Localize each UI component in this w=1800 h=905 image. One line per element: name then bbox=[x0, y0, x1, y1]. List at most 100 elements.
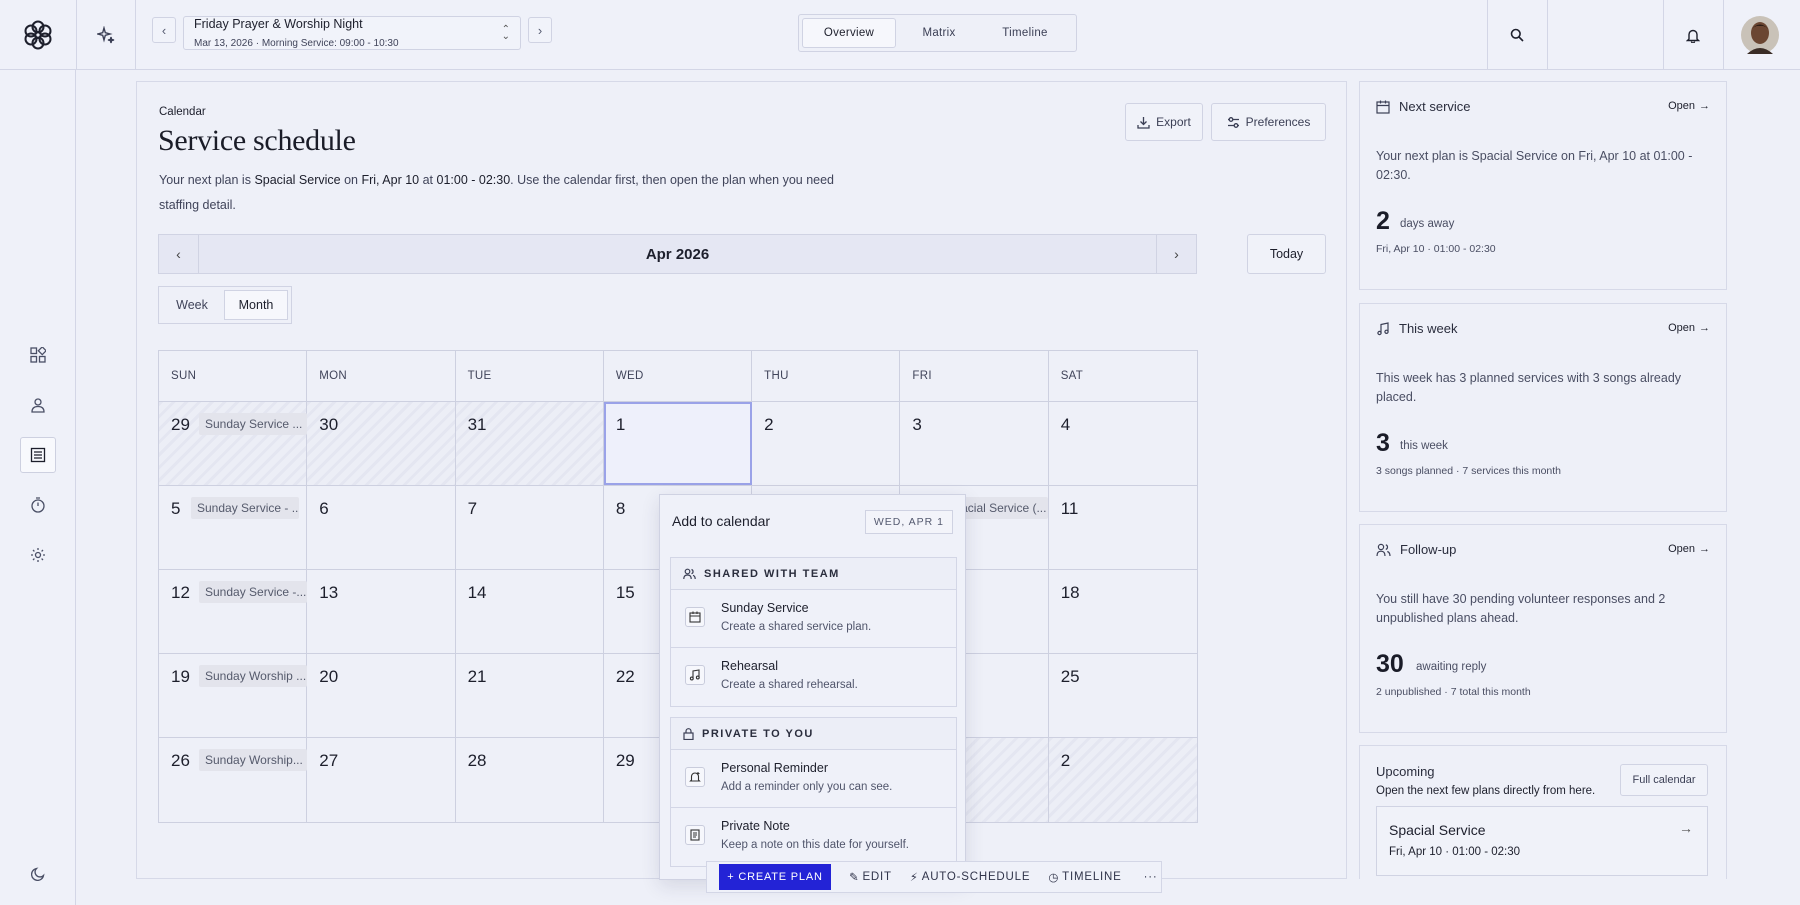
rail-calendar[interactable] bbox=[20, 437, 56, 473]
user-avatar[interactable] bbox=[1740, 0, 1780, 70]
open-label: Open bbox=[1668, 100, 1695, 112]
upcoming-title: Upcoming bbox=[1376, 764, 1435, 779]
more-actions-button[interactable]: ··· bbox=[1143, 871, 1158, 883]
calendar-day-cell[interactable]: 20 bbox=[307, 654, 456, 737]
open-label: Open bbox=[1668, 543, 1695, 555]
option-rehearsal[interactable]: Rehearsal Create a shared rehearsal. bbox=[671, 648, 956, 706]
calendar-day-cell[interactable]: 25 bbox=[1049, 654, 1197, 737]
month-view-button[interactable]: Month bbox=[224, 290, 288, 320]
week-view-button[interactable]: Week bbox=[176, 298, 208, 312]
tab-matrix[interactable]: Matrix bbox=[922, 27, 956, 39]
chevron-left-icon: ‹ bbox=[176, 246, 181, 262]
page-title: Service schedule bbox=[158, 124, 356, 157]
calendar-day-cell[interactable]: 2 bbox=[1048, 738, 1197, 822]
music-note-icon bbox=[685, 665, 705, 685]
tab-timeline[interactable]: Timeline bbox=[1002, 27, 1048, 39]
calendar-day-cell[interactable]: 27 bbox=[307, 738, 456, 822]
create-plan-button[interactable]: + CREATE PLAN bbox=[719, 864, 831, 890]
intro-text: Your next plan is Spacial Service on Fri… bbox=[159, 168, 859, 218]
calendar-day-cell[interactable]: 1 bbox=[603, 402, 753, 485]
calendar-day-cell[interactable]: 4 bbox=[1049, 402, 1197, 485]
calendar-day-cell[interactable]: 2 bbox=[752, 402, 901, 485]
card-header: Follow-up bbox=[1376, 542, 1456, 557]
tab-overview[interactable]: Overview bbox=[802, 18, 896, 48]
calendar-day-cell[interactable]: 3 bbox=[900, 402, 1049, 485]
plan-selector[interactable]: Friday Prayer & Worship Night Mar 13, 20… bbox=[183, 16, 521, 50]
next-plan-button[interactable]: › bbox=[528, 17, 552, 43]
search-button[interactable] bbox=[1487, 0, 1547, 70]
full-calendar-button[interactable]: Full calendar bbox=[1620, 764, 1708, 796]
export-label: Export bbox=[1156, 115, 1191, 129]
intro-at: at bbox=[419, 173, 437, 187]
awaiting-label: awaiting reply bbox=[1416, 661, 1487, 673]
calendar-day-cell[interactable]: 21 bbox=[456, 654, 604, 737]
calendar-event-chip[interactable]: Spacial Service (... bbox=[940, 497, 1049, 519]
calendar-event-chip[interactable]: Sunday Service ... bbox=[199, 413, 307, 435]
option-title: Personal Reminder bbox=[721, 761, 828, 775]
export-button[interactable]: Export bbox=[1125, 103, 1203, 141]
day-number: 5 bbox=[171, 499, 181, 518]
calendar-day-cell[interactable]: 13 bbox=[307, 570, 456, 653]
breadcrumb: Calendar bbox=[159, 106, 206, 118]
rail-dashboard[interactable] bbox=[20, 337, 56, 373]
card-header: This week bbox=[1376, 321, 1458, 336]
calendar-day-cell[interactable]: 18 bbox=[1049, 570, 1197, 653]
option-personal-reminder[interactable]: Personal Reminder Add a reminder only yo… bbox=[671, 750, 956, 808]
rail-theme-toggle[interactable] bbox=[20, 855, 56, 891]
calendar-event-chip[interactable]: Sunday Service - ... bbox=[191, 497, 299, 519]
calendar-day-cell[interactable]: 19 Sunday Worship ... bbox=[159, 654, 308, 737]
calendar-day-cell[interactable]: 26 Sunday Worship... bbox=[159, 738, 308, 822]
calendar-day-cell[interactable]: 5 Sunday Service - ... bbox=[159, 486, 308, 569]
calendar-day-cell[interactable]: 7 bbox=[456, 486, 604, 569]
timeline-label: TIMELINE bbox=[1062, 871, 1122, 883]
auto-schedule-button[interactable]: ⚡ AUTO-SCHEDULE bbox=[910, 870, 1030, 884]
week-month-toggle: Week Month bbox=[158, 286, 292, 324]
edit-button[interactable]: ✎ EDIT bbox=[849, 870, 892, 884]
private-header-label: PRIVATE TO YOU bbox=[702, 727, 814, 740]
open-link[interactable]: Open → bbox=[1668, 322, 1710, 334]
weekday-label: THU bbox=[752, 351, 901, 401]
preferences-label: Preferences bbox=[1245, 115, 1311, 129]
option-sunday-service[interactable]: Sunday Service Create a shared service p… bbox=[671, 590, 956, 648]
wand-icon: ⚡ bbox=[909, 872, 919, 884]
option-private-note[interactable]: Private Note Keep a note on this date fo… bbox=[671, 808, 956, 866]
edit-icon: ✎ bbox=[849, 872, 860, 884]
day-number: 2 bbox=[764, 415, 774, 434]
calendar-event-chip[interactable]: Sunday Service -... bbox=[199, 581, 307, 603]
app-logo[interactable] bbox=[0, 0, 76, 70]
left-rail bbox=[0, 70, 76, 905]
prev-month-button[interactable]: ‹ bbox=[159, 235, 198, 273]
calendar-day-cell[interactable]: 14 bbox=[456, 570, 604, 653]
ai-sparkle-button[interactable] bbox=[76, 0, 135, 70]
day-number: 4 bbox=[1060, 415, 1071, 434]
rail-people[interactable] bbox=[20, 387, 56, 423]
today-button[interactable]: Today bbox=[1247, 234, 1326, 274]
calendar-event-chip[interactable]: Sunday Worship... bbox=[199, 749, 307, 771]
day-number: 20 bbox=[319, 667, 339, 686]
top-bar: ‹ Friday Prayer & Worship Night Mar 13, … bbox=[0, 0, 1800, 70]
notifications-button[interactable] bbox=[1663, 0, 1723, 70]
next-month-button[interactable]: › bbox=[1157, 235, 1196, 273]
calendar-event-chip[interactable]: Sunday Worship ... bbox=[199, 665, 307, 687]
calendar-day-cell[interactable]: 29 Sunday Service ... bbox=[159, 402, 308, 485]
calendar-day-cell[interactable]: 6 bbox=[307, 486, 456, 569]
arrow-right-icon: → bbox=[1699, 100, 1710, 112]
prev-plan-button[interactable]: ‹ bbox=[152, 17, 176, 43]
upcoming-item[interactable]: Spacial Service Fri, Apr 10 · 01:00 - 02… bbox=[1376, 806, 1708, 876]
calendar-week-row: 29 Sunday Service ... 30 31 1 2 3 4 bbox=[159, 402, 1197, 486]
rail-settings[interactable] bbox=[20, 537, 56, 573]
open-link[interactable]: Open → bbox=[1668, 100, 1710, 112]
open-link[interactable]: Open → bbox=[1668, 543, 1710, 555]
person-icon bbox=[31, 398, 45, 413]
calendar-day-cell[interactable]: 12 Sunday Service -... bbox=[159, 570, 308, 653]
plan-subtitle: Mar 13, 2026 · Morning Service: 09:00 - … bbox=[194, 38, 399, 49]
add-to-calendar-popover: Add to calendar WED, APR 1 SHARED WITH T… bbox=[659, 494, 966, 880]
calendar-day-cell[interactable]: 28 bbox=[456, 738, 604, 822]
calendar-day-cell[interactable]: 11 bbox=[1049, 486, 1197, 569]
calendar-day-cell[interactable]: 31 bbox=[455, 402, 604, 485]
preferences-button[interactable]: Preferences bbox=[1211, 103, 1326, 141]
timeline-button[interactable]: ◷ TIMELINE bbox=[1048, 870, 1121, 884]
calendar-day-cell[interactable]: 30 bbox=[307, 402, 456, 485]
option-subtitle: Create a shared service plan. bbox=[721, 621, 872, 633]
rail-timer[interactable] bbox=[20, 487, 56, 523]
